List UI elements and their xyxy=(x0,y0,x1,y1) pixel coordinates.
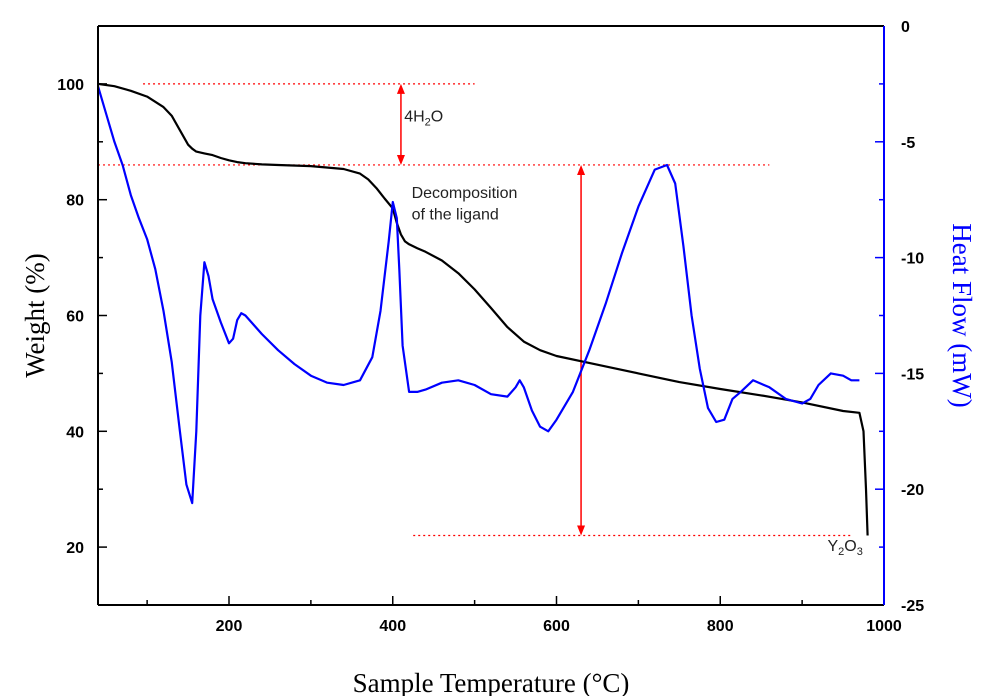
x-tick-label: 1000 xyxy=(866,618,902,635)
decomposition-label-line2: of the ligand xyxy=(412,206,499,223)
residue-label: Y2O3 xyxy=(828,538,863,558)
decomposition-label-line1: Decomposition xyxy=(412,185,518,202)
water-loss-arrow-head-down xyxy=(396,154,405,165)
y-axis-title-left: Weight (%) xyxy=(20,253,50,378)
y-tick-label-right: -5 xyxy=(901,135,915,152)
y-tick-label-right: 0 xyxy=(901,19,910,36)
water-loss-arrow-head-up xyxy=(396,83,405,94)
y-tick-label-right: -25 xyxy=(901,598,924,615)
y-tick-label-right: -10 xyxy=(901,251,924,268)
decomposition-arrow-head-down xyxy=(577,525,586,536)
y-tick-label-left: 100 xyxy=(57,77,84,94)
y-tick-label-left: 60 xyxy=(66,309,84,326)
weight-line xyxy=(97,82,869,536)
x-tick-label: 200 xyxy=(216,618,243,635)
y-tick-label-right: -20 xyxy=(901,482,924,499)
y-tick-label-right: -15 xyxy=(901,366,924,383)
heat-flow-line xyxy=(96,85,860,505)
decomposition-arrow-head-up xyxy=(577,164,586,175)
y-axis-title-right: Heat Flow (mW) xyxy=(947,223,977,407)
water-loss-label: 4H2O xyxy=(404,109,443,129)
x-tick-label: 800 xyxy=(707,618,734,635)
x-tick-label: 600 xyxy=(543,618,570,635)
y-tick-label-left: 80 xyxy=(66,193,84,210)
x-tick-label: 400 xyxy=(379,618,406,635)
x-axis-title: Sample Temperature (°C) xyxy=(353,668,630,696)
water-loss-arrow xyxy=(396,83,405,165)
decomposition-arrow xyxy=(577,164,586,536)
y-tick-label-left: 40 xyxy=(66,424,84,441)
y-tick-label-left: 20 xyxy=(66,540,84,557)
